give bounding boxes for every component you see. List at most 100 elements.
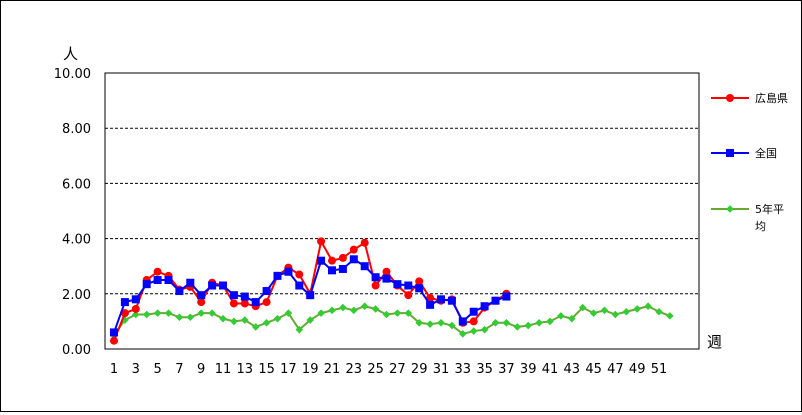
data-point — [229, 291, 238, 300]
data-point — [578, 303, 587, 312]
data-point — [349, 245, 358, 254]
data-point — [251, 298, 260, 307]
data-point — [622, 307, 631, 316]
data-point — [208, 281, 217, 290]
data-point — [197, 298, 206, 307]
data-point — [230, 317, 238, 326]
data-point — [186, 278, 195, 287]
data-point — [502, 292, 511, 301]
legend-label: 広島県 — [755, 91, 788, 105]
legend-marker — [726, 205, 734, 213]
data-point — [437, 318, 445, 327]
data-point — [142, 310, 151, 319]
legend-item: 広島県 — [711, 91, 788, 105]
data-point — [404, 309, 413, 317]
series-group — [110, 237, 674, 345]
legend-item: 全国 — [711, 146, 777, 160]
data-point — [317, 309, 325, 317]
data-point — [110, 328, 118, 337]
data-point — [382, 267, 391, 276]
data-point — [197, 309, 205, 317]
data-point — [491, 296, 500, 305]
data-point — [666, 312, 674, 320]
legend-marker — [726, 94, 734, 102]
x-tick-label: 39 — [520, 362, 537, 377]
x-tick-label: 15 — [258, 362, 275, 377]
data-point — [295, 281, 304, 290]
x-tick-label: 23 — [346, 362, 363, 377]
data-point — [393, 280, 402, 289]
data-point — [469, 327, 478, 335]
legend-marker — [726, 149, 734, 157]
data-point — [524, 321, 532, 330]
data-point — [153, 276, 162, 284]
data-point — [611, 310, 620, 319]
data-point — [306, 316, 314, 324]
x-tick-label: 21 — [324, 362, 341, 377]
data-point — [480, 325, 489, 334]
data-point — [426, 300, 435, 309]
data-point — [131, 295, 140, 304]
data-point — [415, 284, 424, 293]
data-point — [284, 267, 293, 276]
data-point — [600, 306, 609, 315]
data-point — [448, 321, 456, 330]
data-point — [208, 309, 216, 317]
data-point — [295, 325, 304, 334]
data-point — [328, 306, 336, 315]
x-axis-ticks: 1 3 5 7 9 11 13 15 17 19 21 23 25 27 29 31 33 35 37 39 41 43 4… — [110, 362, 667, 377]
data-point — [415, 318, 423, 327]
x-tick-label: 51 — [651, 362, 668, 377]
series-line — [113, 305, 671, 336]
data-point — [328, 256, 336, 265]
x-axis-unit-label: 週 — [707, 333, 722, 351]
x-tick-label: 27 — [389, 362, 406, 377]
gridlines — [105, 127, 699, 295]
x-tick-label: 43 — [564, 362, 581, 377]
data-point — [339, 303, 347, 312]
data-point — [469, 307, 478, 316]
data-point — [426, 320, 434, 328]
data-point — [557, 312, 565, 320]
data-point — [262, 298, 271, 307]
data-point — [360, 262, 369, 271]
x-tick-label: 5 — [153, 362, 161, 377]
data-point — [164, 276, 173, 284]
data-point — [110, 336, 118, 345]
x-tick-label: 17 — [280, 362, 297, 377]
data-point — [350, 306, 358, 315]
data-point — [197, 291, 206, 300]
y-tick-label: 2.00 — [62, 288, 91, 303]
data-point — [186, 313, 195, 322]
data-point — [371, 281, 380, 290]
data-point — [459, 330, 467, 338]
x-tick-label: 1 — [110, 362, 118, 377]
data-point — [513, 323, 522, 331]
data-point — [426, 293, 435, 302]
data-point — [153, 267, 162, 276]
x-tick-label: 29 — [411, 362, 428, 377]
legend-label: 全国 — [755, 146, 777, 160]
data-point — [219, 314, 227, 323]
y-tick-label: 0.00 — [62, 343, 91, 358]
data-point — [469, 317, 478, 326]
data-point — [404, 281, 413, 290]
plot-area — [104, 72, 700, 350]
data-point — [447, 296, 456, 305]
data-point — [360, 302, 369, 311]
series-five-year-average — [110, 302, 674, 339]
x-tick-label: 11 — [215, 362, 232, 377]
series-hiroshima — [110, 237, 511, 345]
data-point — [568, 314, 576, 323]
x-tick-label: 49 — [629, 362, 646, 377]
data-point — [273, 314, 282, 323]
x-tick-label: 9 — [197, 362, 205, 377]
data-point — [262, 287, 271, 296]
data-point — [589, 309, 598, 317]
data-point — [241, 316, 249, 324]
data-point — [240, 292, 249, 301]
data-point — [317, 237, 326, 246]
